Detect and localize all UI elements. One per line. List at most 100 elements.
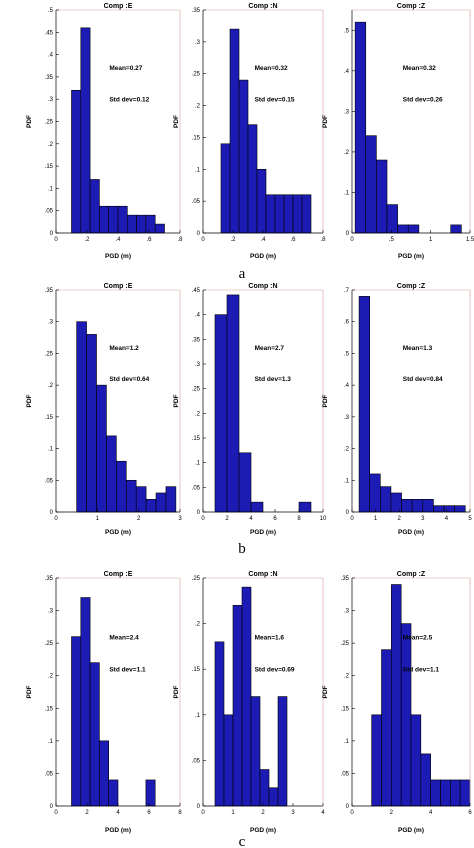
chart-c-3-std-annotation: Std dev=1.1: [403, 666, 440, 673]
chart-c-2-plot: 0 1 2 3 4 0 .05 .1 .15 .2 .25 Comp :N PGD (m) PDF Mean…: [173, 571, 325, 834]
chart-b-1-std-annotation: Std dev=0.64: [109, 376, 149, 383]
chart-a-1-bar-2: [89, 179, 100, 234]
chart-c-3-ytick-label-7: .35: [341, 576, 350, 582]
chart-c-1-bar-4: [108, 779, 119, 807]
chart-c-1-title: Comp :E: [104, 571, 133, 578]
chart-a-1-plot: 0 .2 .4 .6 .8 0 .05 .1 .15 .2 .25 .3 .35 .4 .45 .5 Comp …: [26, 3, 183, 260]
chart-c-1-ytick-label-5: .25: [45, 641, 54, 647]
chart-c-3-bar-6: [430, 779, 441, 807]
chart-a-1-ytick-label-9: .45: [45, 30, 54, 36]
chart-c-3-xtick-label-2: 4: [429, 810, 433, 816]
chart-b-3-xtick-label-4: 4: [445, 516, 449, 522]
chart-a-2-bar-4: [256, 168, 267, 234]
chart-c-3-xtick-label-3: 6: [468, 810, 472, 816]
chart-c-2-bar-7: [277, 696, 288, 807]
chart-b-1-bar-4: [116, 460, 127, 513]
chart-b-3-bar-7: [433, 505, 445, 513]
chart-b-1-ytick-label-3: .15: [45, 415, 54, 421]
panel-label-c: c: [239, 834, 246, 848]
chart-a-2-ytick-label-5: .25: [192, 72, 201, 78]
chart-a-2-ytick-label-0: 0: [197, 231, 201, 237]
chart-b-1-plot: 0 1 2 3 0 .05 .1 .15 .2 .25 .3 .35 Comp :E PGD (m) PDF…: [26, 283, 182, 536]
chart-a-3-bar-1: [365, 135, 377, 234]
chart-c-3-title: Comp :Z: [397, 571, 426, 578]
chart-c-1-bar-1: [80, 597, 91, 807]
chart-b-2-bar-1: [226, 294, 240, 513]
chart-c-3-ytick-label-3: .15: [341, 706, 350, 712]
chart-b-2-ytick-label-3: .15: [192, 436, 201, 442]
chart-c-2-xtick-label-4: 4: [321, 810, 325, 816]
chart-c-1-xlabel: PGD (m): [105, 827, 131, 834]
chart-c-1-axes-box: [56, 577, 181, 806]
chart-a-2-ytick-label-4: .2: [195, 104, 201, 110]
chart-c-2-mean-annotation: Mean=1.6: [255, 635, 285, 642]
chart-a-2-ytick-label-6: .3: [195, 40, 201, 46]
chart-b-2-xtick-label-2: 4: [249, 516, 253, 522]
chart-c-2-ytick-label-5: .25: [192, 576, 201, 582]
chart-b-2-xtick-label-0: 0: [201, 516, 205, 522]
chart-a-1-ytick-label-3: .15: [45, 164, 54, 170]
chart-a-3-ytick-label-5: .5: [344, 28, 350, 34]
chart-a-2-xtick-label-3: .6: [290, 237, 296, 243]
chart-b-2-xlabel: PGD (m): [250, 529, 276, 536]
chart-b-1-ytick-label-0: 0: [50, 510, 54, 516]
chart-b-3-mean-annotation: Mean=1.3: [403, 345, 433, 352]
chart-a-1-ytick-label-2: .1: [48, 186, 54, 192]
chart-a-2-bar-0: [220, 143, 231, 234]
chart-a-2-bar-6: [274, 194, 285, 234]
chart-a-1-ytick-label-1: .05: [45, 209, 54, 215]
chart-a-2-ylabel: PDF: [173, 115, 180, 128]
chart-c-2-ytick-label-0: 0: [197, 804, 201, 810]
chart-a-2-xlabel: PGD (m): [250, 253, 276, 260]
chart-c-1-ytick-label-0: 0: [50, 804, 54, 810]
chart-a-1-ylabel: PDF: [26, 115, 33, 128]
chart-a-3-bar-4: [397, 224, 409, 234]
chart-b-2-ytick-label-5: .25: [192, 387, 201, 393]
chart-c-2-ylabel: PDF: [173, 685, 180, 698]
chart-b-2-plot: 0 2 4 6 8 10 0 .05 .1 .15 .2 .25 .3 .35 .4 .45 Comp :N PG…: [173, 283, 327, 536]
chart-a-1-xtick-label-1: .2: [84, 237, 90, 243]
chart-b-2-bar-3: [250, 501, 264, 513]
chart-c-2-xtick-label-2: 2: [261, 810, 265, 816]
chart-c-1-bar-2: [89, 662, 100, 807]
chart-c-3-ytick-label-0: 0: [346, 804, 350, 810]
chart-c-2-title: Comp :N: [248, 571, 277, 578]
chart-c-2-ytick-label-4: .2: [195, 622, 201, 628]
chart-c-1-xtick-label-0: 0: [54, 810, 58, 816]
chart-a-3-xtick-label-0: 0: [350, 237, 354, 243]
chart-c-3-bar-4: [410, 714, 422, 807]
chart-b-3-xtick-label-1: 1: [374, 516, 378, 522]
chart-b-1-title: Comp :E: [104, 283, 133, 290]
chart-c-3-axes-box: [352, 577, 471, 806]
chart-a-3-std-annotation: Std dev=0.26: [403, 96, 443, 103]
chart-b-2-ytick-label-2: .1: [195, 461, 201, 467]
chart-a-2-plot: 0 .2 .4 .6 .8 0 .05 .1 .15 .2 .25 .3 .35 Comp :N PGD (…: [173, 3, 326, 260]
chart-c-3-xtick-label-0: 0: [350, 810, 354, 816]
chart-a-3-ylabel: PDF: [322, 115, 329, 128]
chart-a-2-bar-9: [301, 194, 312, 234]
chart-a-3-bar-5: [407, 224, 420, 234]
chart-a-3-bar-0: [354, 21, 367, 234]
chart-c-1-bar-8: [145, 779, 156, 807]
chart-b-2-ylabel: PDF: [173, 394, 180, 407]
chart-b-1-ytick-label-4: .2: [48, 383, 54, 389]
chart-c-2-bar-1: [223, 714, 234, 807]
chart-a-1-ytick-label-5: .25: [45, 120, 54, 126]
chart-b-2-std-annotation: Std dev=1.3: [255, 376, 292, 383]
chart-a-3-ytick-label-1: .1: [344, 190, 350, 196]
chart-a-1-bar-5: [117, 205, 128, 234]
chart-c-3-ylabel: PDF: [322, 685, 329, 698]
chart-b-3-title: Comp :Z: [397, 283, 426, 290]
chart-c-3-xlabel: PGD (m): [398, 827, 424, 834]
chart-b-3-ytick-label-3: .3: [344, 415, 350, 421]
chart-b-2-bar-7: [298, 501, 312, 513]
chart-c-2-xtick-label-1: 1: [231, 810, 235, 816]
chart-b-2-xtick-label-4: 8: [297, 516, 301, 522]
chart-a-1-bar-3: [99, 205, 110, 234]
chart-a-3-plot: 0 .5 1 1.5 0 .1 .2 .3 .4 .5 Comp :Z PGD (m) PDF Mean=…: [322, 3, 474, 260]
chart-c-3-bar-9: [459, 779, 471, 807]
chart-b-3-bar-9: [454, 505, 466, 513]
chart-c-2-xtick-label-3: 3: [291, 810, 295, 816]
chart-b-3-ytick-label-6: .6: [344, 320, 350, 326]
